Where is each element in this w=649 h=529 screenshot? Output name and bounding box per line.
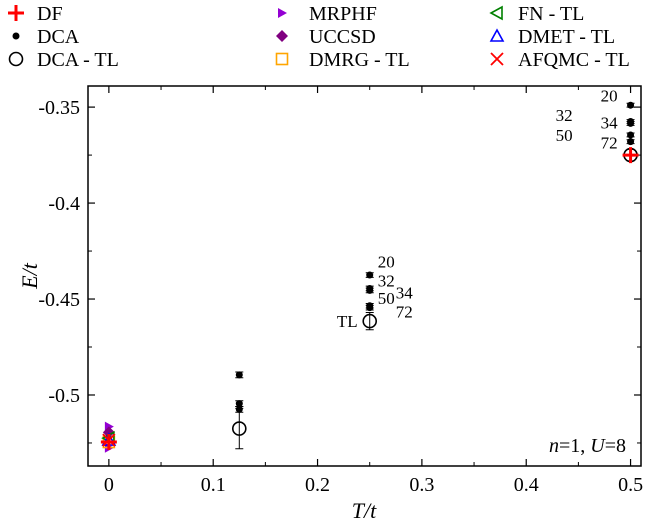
point-label: 20	[601, 86, 618, 105]
legend-label-afqmc-tl: AFQMC - TL	[518, 49, 630, 71]
point-df	[622, 147, 639, 164]
legend-marker-afqmc-tl	[490, 52, 504, 66]
legend-marker-fn-tl	[489, 5, 503, 21]
point-df	[100, 434, 117, 451]
y-tick-label: -0.5	[48, 385, 80, 407]
point-label: 34	[601, 113, 619, 132]
y-tick-label: -0.4	[48, 193, 80, 215]
legend-label-dca-tl: DCA - TL	[37, 49, 119, 71]
point-dca	[235, 400, 243, 408]
point-label: TL	[337, 312, 358, 331]
plot-frame	[87, 85, 642, 467]
y-tick-label: -0.45	[38, 289, 80, 311]
point-dca	[627, 101, 635, 109]
legend-marker-dmrg-tl	[275, 52, 289, 66]
x-axis-title: T/t	[352, 498, 377, 523]
x-tick-label: 0	[104, 474, 114, 496]
error-bar	[235, 407, 244, 450]
axis-ticks: 0 0.1 0.2 0.3 0.4 0.5 -0.35 -0.4 -0.45 -0.5	[38, 86, 643, 496]
point-dca	[366, 271, 374, 279]
point-dca	[366, 304, 374, 312]
legend-marker-dmet-tl	[489, 28, 505, 42]
point-label: 72	[396, 303, 413, 322]
x-tick-label: 0.3	[409, 474, 434, 496]
x-tick-label: 0.2	[305, 474, 330, 496]
legend-label-mrphf: MRPHF	[309, 3, 377, 25]
point-dca	[627, 119, 635, 127]
point-label: 34	[396, 283, 414, 302]
x-tick-label: 0.5	[618, 474, 643, 496]
legend-marker-uccsd	[276, 30, 288, 42]
y-tick-label: -0.35	[38, 97, 80, 119]
point-dca-tl	[231, 421, 247, 436]
legend-marker-dca	[12, 32, 20, 40]
legend-label-dca: DCA	[37, 26, 80, 48]
y-axis-title: E/t	[17, 262, 42, 290]
point-dca	[627, 131, 635, 139]
point-label: 72	[601, 134, 618, 153]
point-uccsd	[102, 426, 115, 439]
point-dca	[366, 286, 374, 294]
legend-label-fn-tl: FN - TL	[518, 3, 584, 25]
point-label: 32	[556, 106, 573, 125]
annotation: n=1, U=8	[549, 435, 626, 457]
x-tick-label: 0.1	[201, 474, 226, 496]
point-label: 50	[378, 289, 395, 308]
point-dca-tl	[362, 313, 378, 329]
point-label: 20	[378, 252, 395, 271]
point-dca	[627, 138, 635, 146]
legend-marker-dca-tl	[8, 51, 24, 67]
legend-label-df: DF	[37, 3, 63, 25]
point-label: 50	[556, 126, 573, 145]
legend-label-dmrg-tl: DMRG - TL	[309, 49, 410, 71]
x-tick-label: 0.4	[514, 474, 539, 496]
legend-label-dmet-tl: DMET - TL	[518, 26, 615, 48]
legend-label-uccsd: UCCSD	[309, 26, 376, 48]
data-marks	[100, 101, 639, 453]
legend-marker-mrphf	[278, 8, 287, 18]
point-label: 32	[378, 272, 395, 291]
legend-marker-df	[8, 5, 24, 21]
point-dca	[235, 371, 243, 379]
